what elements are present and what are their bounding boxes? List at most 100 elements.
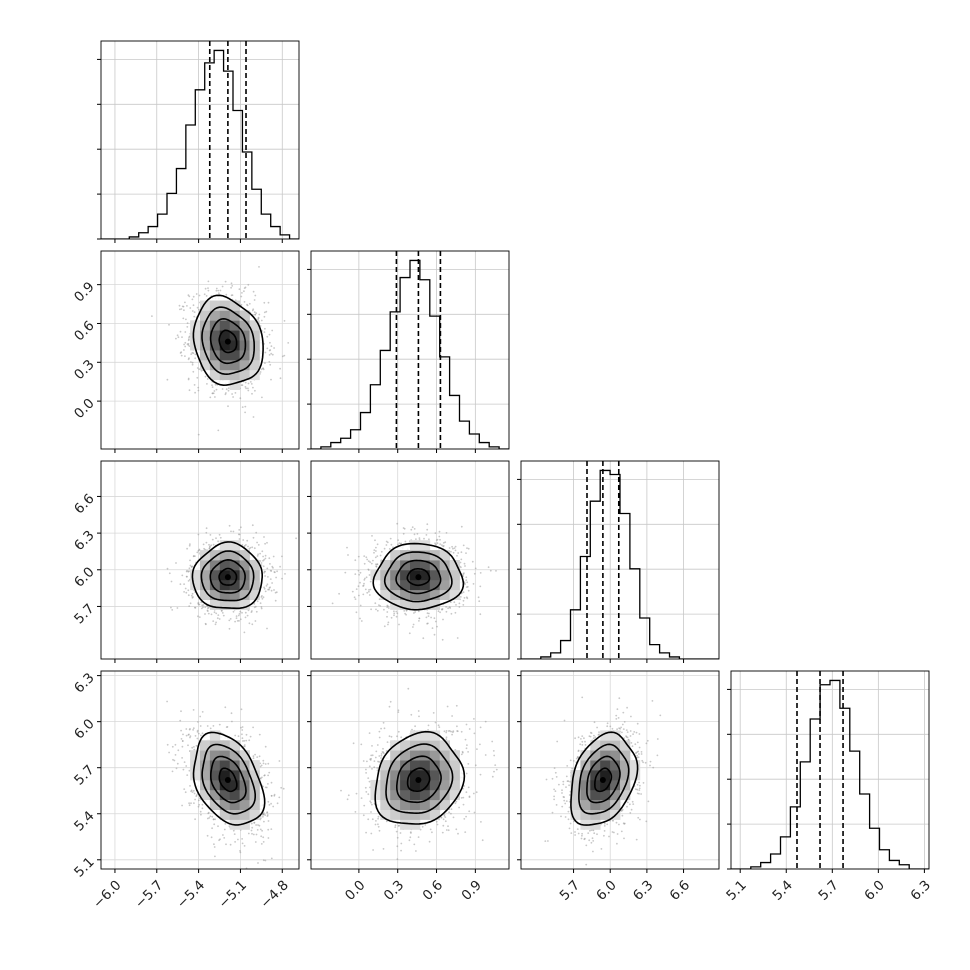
sample-point <box>192 304 195 307</box>
density-cell <box>229 560 240 571</box>
sample-point <box>231 720 233 723</box>
sample-point <box>373 549 376 551</box>
density-cell <box>400 579 411 591</box>
density-cell <box>229 540 240 551</box>
sample-point <box>495 570 497 572</box>
density-cell <box>209 330 221 341</box>
sample-point <box>206 817 209 820</box>
contour-line-0 <box>191 541 263 610</box>
sample-point <box>357 569 360 572</box>
sample-point <box>192 370 195 373</box>
sample-point <box>489 569 492 572</box>
sample-point <box>426 528 429 531</box>
sample-point <box>187 594 190 597</box>
panel-frame <box>520 460 720 660</box>
sample-point <box>248 302 251 305</box>
density-cell <box>239 310 250 321</box>
grid <box>311 251 509 450</box>
density-cell <box>200 579 211 591</box>
sample-point <box>191 298 194 301</box>
sample-point <box>398 623 400 626</box>
sample-point <box>442 618 444 621</box>
density-cell <box>219 310 231 321</box>
sample-point <box>247 387 249 390</box>
density-cell <box>209 569 221 581</box>
density-cell <box>429 599 441 610</box>
density-cell <box>219 300 231 311</box>
sample-point <box>374 602 377 605</box>
density-cell <box>249 579 260 591</box>
sample-point <box>264 362 266 364</box>
sample-point <box>386 604 389 607</box>
contour-line-0 <box>192 294 264 387</box>
sample-point <box>190 353 193 355</box>
sample-point <box>185 318 187 321</box>
sample-point <box>375 608 377 611</box>
sample-point <box>191 596 194 599</box>
sample-point <box>170 580 173 583</box>
density-cell <box>400 569 411 581</box>
density-cell <box>239 369 250 381</box>
sample-point <box>273 589 275 591</box>
sample-point <box>217 429 220 432</box>
sample-point <box>217 614 220 616</box>
sample-point <box>194 357 197 360</box>
sample-point <box>444 541 447 544</box>
density-cell <box>239 560 250 571</box>
sample-point <box>189 543 191 545</box>
sample-point <box>255 610 258 613</box>
histogram-0 <box>101 49 299 239</box>
sample-point <box>386 615 388 618</box>
sample-point <box>181 336 183 338</box>
sample-point <box>200 601 203 604</box>
sample-point <box>187 589 190 592</box>
density-cell <box>229 569 240 581</box>
sample-point <box>272 567 274 569</box>
sample-point <box>390 543 393 546</box>
sample-point <box>363 579 366 581</box>
sample-point <box>193 311 196 313</box>
sample-point <box>438 530 441 533</box>
sample-point <box>198 294 201 297</box>
sample-point <box>243 744 246 746</box>
sample-point <box>232 530 235 533</box>
sample-point <box>260 368 263 371</box>
sample-point <box>211 384 213 387</box>
sample-point <box>241 292 243 294</box>
sample-point <box>186 343 189 345</box>
sample-point <box>438 535 441 538</box>
sample-point <box>219 536 222 539</box>
sample-point <box>194 606 197 609</box>
sample-point <box>455 604 457 606</box>
sample-point <box>170 606 172 609</box>
sample-point <box>263 586 265 589</box>
sample-point <box>194 555 196 557</box>
sample-point <box>371 535 373 537</box>
sample-point <box>363 562 366 565</box>
density-cell <box>410 560 421 571</box>
sample-point <box>218 292 220 295</box>
sample-point <box>261 396 263 399</box>
sample-point <box>218 533 221 536</box>
sample-point <box>185 591 188 594</box>
sample-point <box>251 524 254 527</box>
sample-point <box>246 614 249 617</box>
sample-point <box>228 524 231 527</box>
panel-frame <box>100 460 300 660</box>
sample-point <box>182 317 185 320</box>
sample-point <box>434 620 437 623</box>
sample-point <box>459 596 462 598</box>
sample-point <box>224 706 227 709</box>
sample-point <box>206 609 209 612</box>
sample-point <box>228 627 231 630</box>
sample-point <box>243 290 245 293</box>
density-cell <box>249 589 260 600</box>
sample-point <box>386 541 389 544</box>
sample-point <box>253 299 256 301</box>
sample-point <box>209 534 212 536</box>
sample-point <box>245 387 248 390</box>
sample-point <box>234 841 237 843</box>
sample-point <box>249 381 252 383</box>
sample-point <box>273 347 275 349</box>
sample-point <box>187 580 190 582</box>
